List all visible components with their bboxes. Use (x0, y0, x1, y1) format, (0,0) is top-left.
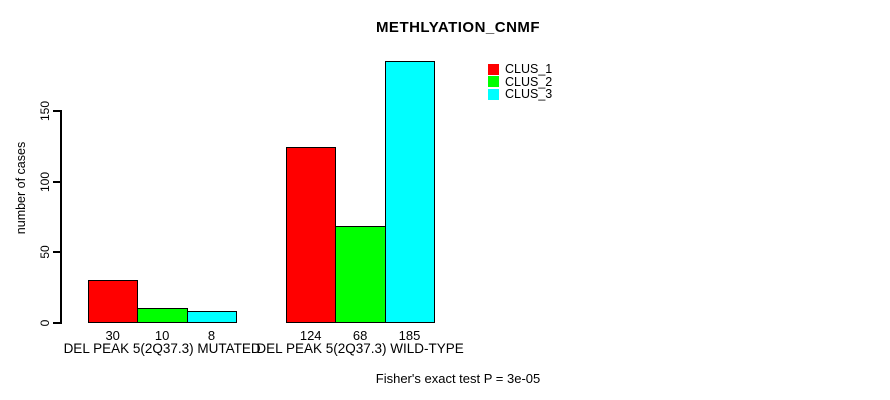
y-axis-tick (53, 110, 60, 112)
category-label: DEL PEAK 5(2Q37.3) MUTATED (63, 341, 261, 356)
legend: CLUS_1 CLUS_2 CLUS_3 (488, 63, 552, 101)
bar-clus_2-group1 (137, 307, 188, 323)
bar-clus_2-group2 (335, 225, 386, 323)
legend-label: CLUS_2 (505, 74, 553, 89)
legend-item-clus_3: CLUS_3 (488, 88, 552, 101)
y-axis-tick (53, 180, 60, 183)
y-axis-tick-label: 0 (38, 319, 52, 327)
y-axis-tick-label: 150 (38, 100, 52, 122)
bar-value-label: 68 (352, 328, 368, 343)
y-axis-tick-label: 50 (38, 245, 52, 260)
y-axis-tick (53, 322, 60, 324)
legend-item-clus_1: CLUS_1 (488, 63, 552, 76)
legend-swatch-icon (488, 63, 499, 75)
legend-swatch-icon (488, 88, 499, 100)
bar-value-label: 185 (398, 328, 421, 343)
category-label: DEL PEAK 5(2Q37.3) WILD-TYPE (256, 341, 464, 356)
y-axis-tick-label: 100 (38, 171, 52, 192)
bar-clus_1-group2 (286, 146, 337, 323)
legend-item-clus_2: CLUS_2 (488, 74, 553, 89)
legend-label: CLUS_3 (505, 87, 553, 101)
fisher-test-note: Fisher's exact test P = 3e-05 (375, 371, 541, 386)
legend-swatch-icon (488, 76, 499, 88)
y-axis-line (60, 110, 62, 324)
chart-title: METHLYATION_CNMF (375, 19, 541, 36)
bar-value-label: 8 (207, 328, 216, 343)
bar-value-label: 124 (299, 328, 322, 343)
y-axis-tick (53, 251, 60, 254)
bar-value-label: 30 (105, 328, 120, 343)
bar-clus_1-group1 (88, 279, 139, 323)
bar-clus_3-group2 (384, 60, 436, 323)
legend-label: CLUS_1 (505, 62, 553, 76)
bar-clus_3-group1 (186, 310, 238, 323)
y-axis-title: number of cases (14, 141, 28, 235)
bar-value-label: 10 (154, 328, 170, 343)
